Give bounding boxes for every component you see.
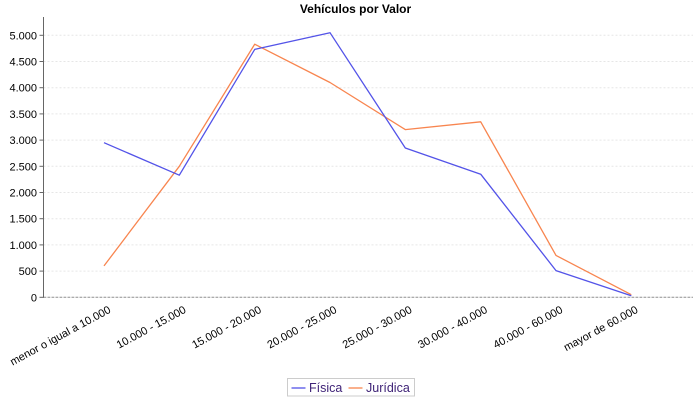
svg-text:Jurídica: Jurídica [366, 381, 410, 395]
svg-text:3.000: 3.000 [9, 135, 37, 147]
svg-text:4.500: 4.500 [9, 57, 37, 69]
svg-text:1.500: 1.500 [9, 214, 37, 226]
svg-text:Vehículos por Valor: Vehículos por Valor [300, 2, 412, 16]
svg-text:3.500: 3.500 [9, 109, 37, 121]
svg-text:2.500: 2.500 [9, 161, 37, 173]
svg-text:1.000: 1.000 [9, 240, 37, 252]
svg-text:4.000: 4.000 [9, 83, 37, 95]
svg-text:2.000: 2.000 [9, 188, 37, 200]
svg-text:0: 0 [31, 292, 37, 304]
svg-text:500: 500 [19, 266, 37, 278]
svg-text:Física: Física [309, 381, 342, 395]
svg-text:5.000: 5.000 [9, 30, 37, 42]
